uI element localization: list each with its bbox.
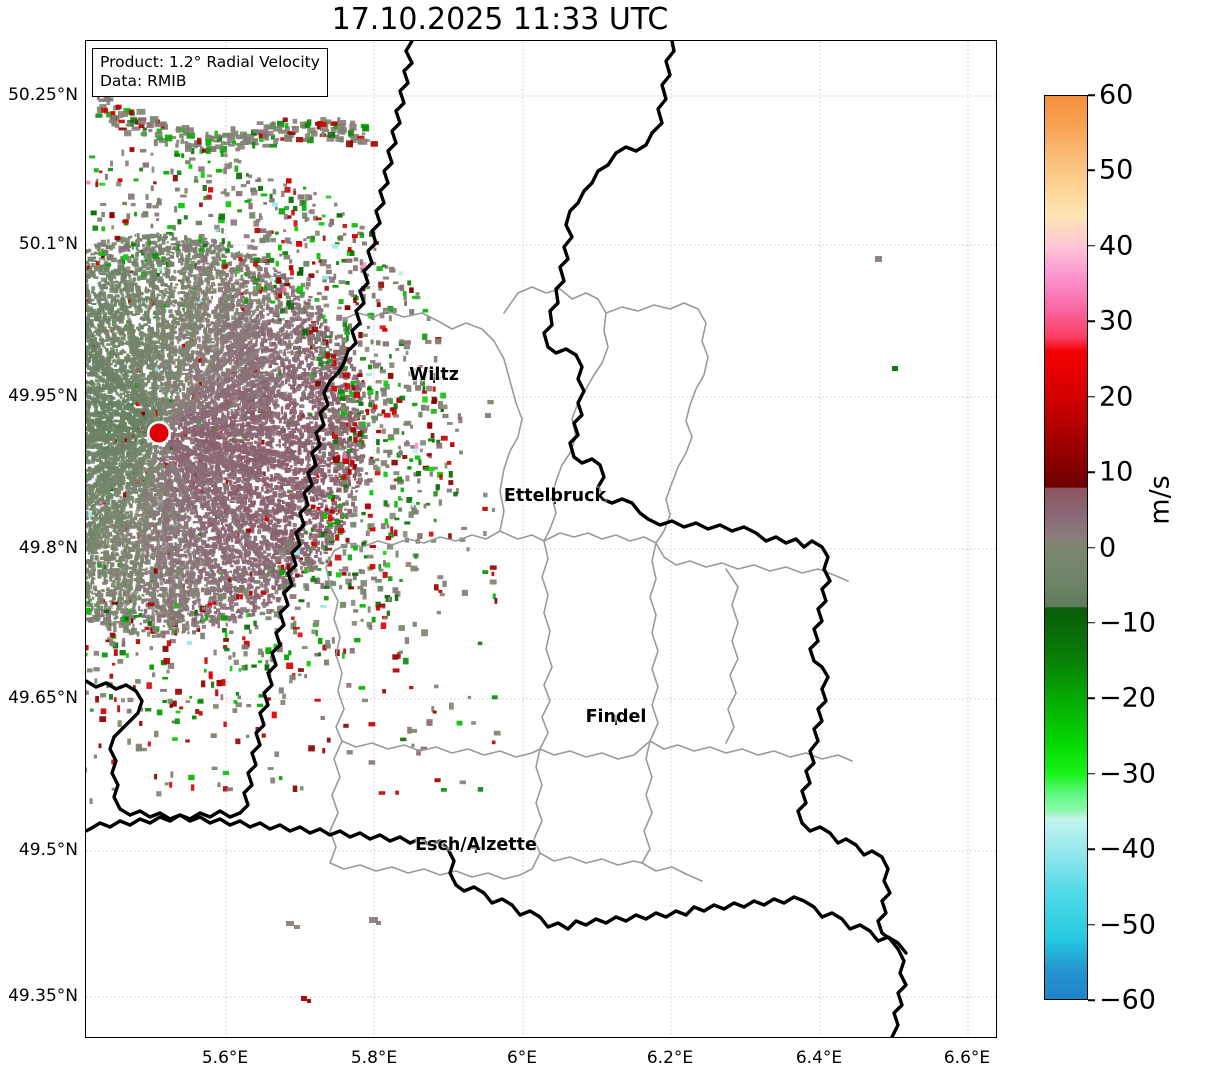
y-tick-label: 49.35°N [8, 986, 78, 1006]
colorbar-tick-label: −20 [1099, 682, 1156, 714]
y-tick-label: 49.5°N [18, 840, 78, 860]
map-plot-area[interactable]: Wiltz Ettelbruck Findel Esch/Alzette [85, 40, 997, 1038]
city-marker-findel [611, 715, 621, 725]
y-tick-label: 50.25°N [8, 85, 78, 105]
colorbar-tick-mark [1088, 773, 1095, 775]
radar-echo-field [86, 96, 898, 1003]
colorbar-tick-mark [1088, 697, 1095, 700]
colorbar-tick-mark [1088, 923, 1095, 926]
district-boundaries [325, 286, 853, 882]
colorbar-tick-mark [1088, 471, 1095, 473]
colorbar-tick-label: −10 [1099, 607, 1156, 639]
colorbar-tick-label: 60 [1099, 79, 1134, 111]
x-tick-label: 6.2°E [646, 1048, 694, 1068]
radar-site-marker[interactable] [149, 423, 169, 443]
colorbar-tick-label: 10 [1099, 456, 1134, 488]
city-label-ettelbruck: Ettelbruck [503, 486, 607, 506]
colorbar-tick-mark [1088, 169, 1095, 172]
info-product-line: Product: 1.2° Radial Velocity [100, 53, 320, 71]
colorbar-tick-mark [1088, 320, 1095, 322]
colorbar[interactable]: 60 50 40 30 20 10 0 −10 −20 −30 −40 −50 −60 [1044, 80, 1156, 1016]
colorbar-tick-mark [1088, 999, 1095, 1001]
info-data-line: Data: RMIB [100, 72, 187, 90]
colorbar-tick-label: 20 [1099, 381, 1134, 413]
y-tick-label: 49.95°N [8, 386, 78, 406]
colorbar-gradient [1045, 96, 1087, 999]
colorbar-tick-label: −30 [1099, 758, 1156, 790]
y-tick-label: 50.1°N [18, 234, 78, 254]
city-marker-wiltz [429, 373, 439, 383]
colorbar-tick-mark [1088, 245, 1095, 247]
colorbar-tick-label: 0 [1099, 532, 1117, 563]
colorbar-tick-label: 50 [1099, 154, 1134, 186]
y-tick-label: 49.8°N [18, 538, 78, 558]
colorbar-tick-mark [1088, 622, 1095, 624]
colorbar-bar [1044, 95, 1088, 1000]
colorbar-tick-label: −60 [1099, 984, 1156, 1016]
page-title: 17.10.2025 11:33 UTC [331, 2, 669, 37]
map-canvas [86, 41, 996, 1037]
city-label-findel: Findel [585, 707, 647, 727]
info-box: Product: 1.2° Radial Velocity Data: RMIB [92, 48, 328, 97]
colorbar-tick-label: −50 [1099, 909, 1156, 941]
colorbar-tick-mark [1088, 395, 1095, 398]
city-label-wiltz: Wiltz [409, 365, 459, 385]
colorbar-tick-mark [1088, 94, 1095, 96]
colorbar-tick-label: −40 [1099, 833, 1156, 865]
colorbar-tick-mark [1088, 546, 1095, 549]
x-tick-label: 6°E [506, 1048, 538, 1068]
x-tick-label: 6.6°E [943, 1048, 991, 1068]
colorbar-tick-label: 40 [1099, 230, 1134, 262]
colorbar-tick-mark [1088, 848, 1095, 850]
city-marker-esch [471, 843, 481, 853]
x-tick-label: 5.8°E [350, 1048, 398, 1068]
city-label-esch-alzette: Esch/Alzette [415, 835, 537, 855]
colorbar-ticks: 60 50 40 30 20 10 0 −10 −20 −30 −40 −50 −60 [1088, 80, 1198, 1016]
colorbar-tick-label: 30 [1099, 305, 1134, 337]
national-borders [86, 41, 908, 1037]
x-tick-label: 6.4°E [795, 1048, 843, 1068]
city-marker-ettelbruck [550, 494, 560, 504]
y-tick-label: 49.65°N [8, 688, 78, 708]
city-markers [429, 373, 621, 853]
x-tick-label: 5.6°E [201, 1048, 249, 1068]
